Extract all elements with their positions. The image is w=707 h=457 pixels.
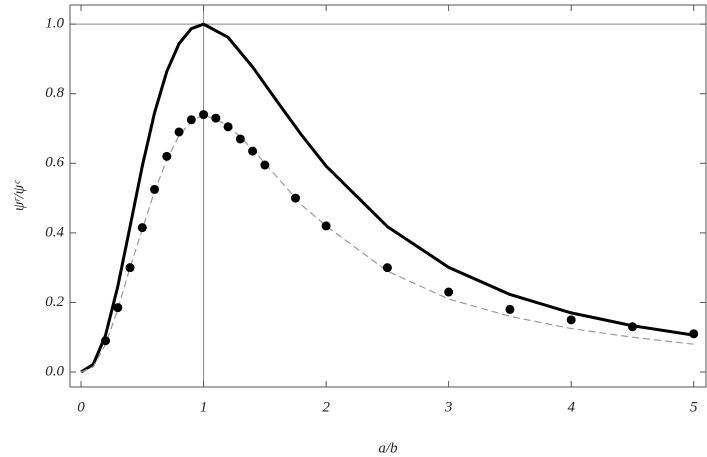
data-point — [199, 110, 209, 120]
x-tick-label: 1 — [200, 399, 208, 415]
x-axis-title: a/b — [378, 440, 398, 456]
data-point — [566, 315, 576, 325]
x-tick-label: 0 — [77, 399, 85, 415]
data-point — [382, 263, 392, 273]
data-point — [505, 304, 515, 314]
y-tick-label: 0.0 — [45, 363, 64, 379]
y-axis-title: ψʳ/ψᶜ — [11, 180, 27, 211]
data-point — [444, 287, 454, 297]
line-series — [80, 22, 694, 374]
x-tick-label: 5 — [690, 399, 698, 415]
x-tick-label: 2 — [322, 399, 330, 415]
data-point — [125, 263, 135, 273]
x-tick-label: 3 — [444, 399, 453, 415]
data-point — [186, 115, 196, 125]
line-series — [80, 113, 694, 373]
plot-frame — [69, 4, 707, 388]
y-tick-label: 0.8 — [45, 85, 64, 101]
data-point — [248, 146, 258, 156]
data-point — [101, 336, 111, 346]
y-tick-label: 1.0 — [45, 16, 64, 32]
data-point — [321, 221, 331, 231]
data-point — [113, 303, 123, 313]
y-tick-label: 0.2 — [45, 294, 64, 310]
data-point — [235, 134, 245, 144]
data-point — [211, 113, 221, 123]
data-point — [260, 160, 270, 170]
data-point — [627, 322, 637, 332]
data-point — [223, 122, 233, 132]
data-point — [150, 184, 160, 194]
data-point — [290, 193, 300, 203]
data-point — [689, 329, 699, 339]
y-tick-label: 0.6 — [45, 155, 64, 171]
data-point — [162, 151, 172, 161]
data-point — [174, 127, 184, 137]
data-point — [137, 223, 147, 233]
y-tick-label: 0.4 — [45, 224, 64, 240]
x-tick-label: 4 — [567, 399, 575, 415]
